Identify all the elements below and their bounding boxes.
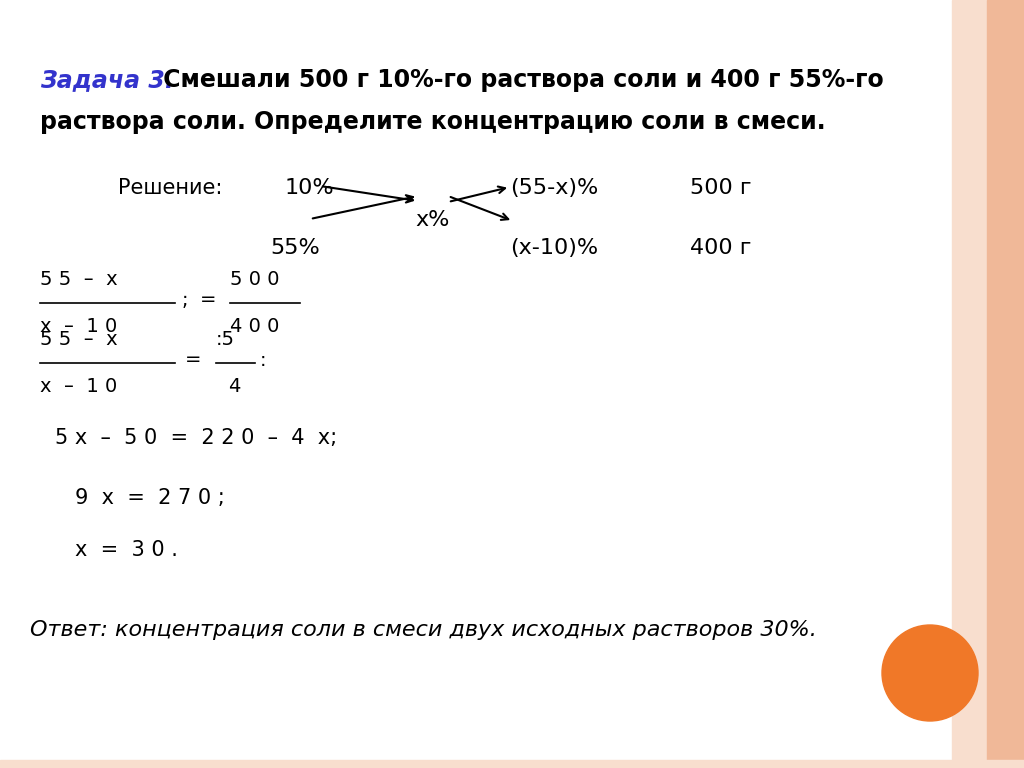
Text: х%: х% [415, 210, 450, 230]
Text: 5 5  –  х: 5 5 – х [40, 270, 118, 289]
Text: 5 5  –  х: 5 5 – х [40, 330, 118, 349]
Bar [952, 0, 987, 768]
Text: Задача 3.: Задача 3. [40, 68, 174, 92]
Text: (55-х)%: (55-х)% [510, 178, 598, 198]
Circle shape [882, 625, 978, 721]
Text: Ответ: концентрация соли в смеси двух исходных растворов 30%.: Ответ: концентрация соли в смеси двух ис… [30, 620, 817, 640]
Text: =: = [200, 290, 216, 310]
Text: 5 0 0: 5 0 0 [230, 270, 280, 289]
Text: :: : [260, 350, 266, 369]
Text: х  –  1 0: х – 1 0 [40, 377, 118, 396]
Text: Смешали 500 г 10%-го раствора соли и 400 г 55%-го: Смешали 500 г 10%-го раствора соли и 400… [155, 68, 884, 92]
Text: Решение:: Решение: [118, 178, 222, 198]
Text: (х-10)%: (х-10)% [510, 238, 598, 258]
Text: 55%: 55% [270, 238, 319, 258]
Text: х  =  3 0 .: х = 3 0 . [75, 540, 178, 560]
Text: 400 г: 400 г [690, 238, 752, 258]
Text: х  –  1 0: х – 1 0 [40, 317, 118, 336]
Text: 5 х  –  5 0  =  2 2 0  –  4  х;: 5 х – 5 0 = 2 2 0 – 4 х; [55, 428, 337, 448]
Text: ;: ; [182, 290, 188, 310]
Text: 4 0 0: 4 0 0 [230, 317, 280, 336]
Text: :5: :5 [216, 330, 234, 349]
Text: =: = [185, 350, 202, 369]
Text: 4: 4 [228, 377, 241, 396]
Text: 500 г: 500 г [690, 178, 752, 198]
Bar [987, 0, 1024, 768]
Text: раствора соли. Определите концентрацию соли в смеси.: раствора соли. Определите концентрацию с… [40, 110, 825, 134]
Bar [0, 760, 1024, 768]
Text: 10%: 10% [285, 178, 335, 198]
Text: 9  х  =  2 7 0 ;: 9 х = 2 7 0 ; [75, 488, 224, 508]
